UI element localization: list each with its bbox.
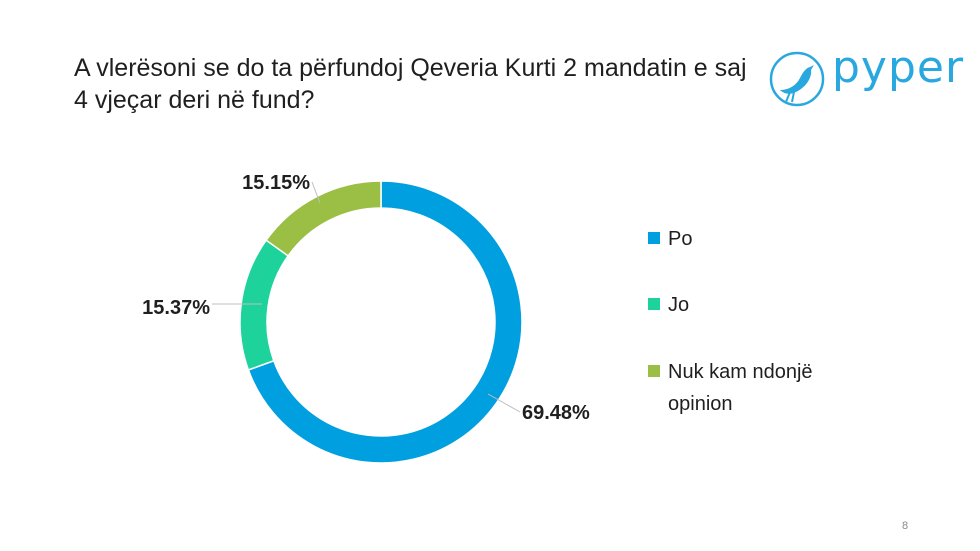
slide-title: A vlerësoni se do ta përfundoj Qeveria K… [74, 54, 747, 114]
data-label-2: 15.37% [142, 297, 210, 319]
legend-swatch-1 [648, 232, 660, 244]
leader-line-3 [311, 181, 321, 204]
legend-label-3: Nuk kam ndonjë opinion [668, 361, 813, 415]
legend-label-1: Po [668, 228, 692, 250]
donut-slice-1 [247, 180, 523, 464]
donut-slice-2 [239, 239, 290, 371]
bird-icon [769, 51, 825, 107]
pyper-logo: pyper [766, 42, 963, 114]
leader-line-1 [487, 393, 521, 413]
page-number: 8 [902, 520, 909, 532]
data-label-1: 69.48% [522, 402, 590, 424]
logo-wordmark: pyper [832, 42, 965, 93]
legend-label-2: Jo [668, 294, 689, 316]
legend-swatch-2 [648, 298, 660, 310]
data-label-3: 15.15% [242, 172, 310, 194]
donut-slice-3 [265, 180, 382, 257]
legend-swatch-3 [648, 365, 660, 377]
